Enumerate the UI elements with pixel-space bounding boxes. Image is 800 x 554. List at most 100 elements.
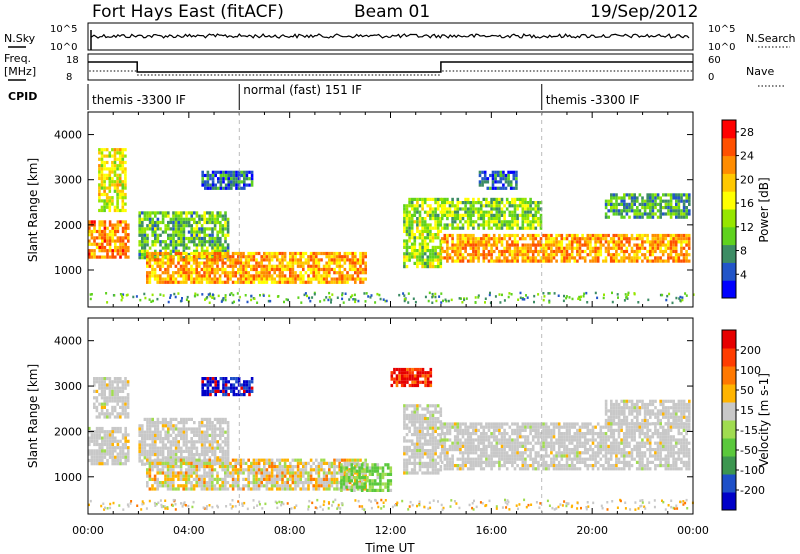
range-cell xyxy=(98,176,101,181)
range-cell xyxy=(472,201,475,205)
range-cell xyxy=(200,277,204,281)
range-cell xyxy=(242,251,245,256)
range-cell xyxy=(222,389,225,393)
range-cell xyxy=(138,443,141,447)
range-cell xyxy=(193,249,196,253)
range-cell xyxy=(203,465,206,469)
range-cell xyxy=(208,258,211,262)
range-cell xyxy=(98,229,101,234)
range-cell xyxy=(268,481,271,485)
range-cell xyxy=(426,245,430,249)
range-cell xyxy=(121,412,125,416)
range-cell xyxy=(257,458,261,462)
range-cell xyxy=(604,215,608,219)
range-cell xyxy=(669,237,673,241)
colorbar-tick-label: 24 xyxy=(740,150,754,163)
range-cell xyxy=(111,199,114,203)
range-cell xyxy=(121,389,125,393)
range-cell xyxy=(403,439,406,443)
range-cell xyxy=(90,229,94,234)
range-cell xyxy=(296,277,300,281)
range-cell xyxy=(547,256,551,260)
range-cell xyxy=(495,259,499,263)
range-cell xyxy=(172,246,175,250)
range-cell xyxy=(180,417,183,421)
range-cell xyxy=(154,443,157,447)
range-cell xyxy=(570,253,574,257)
range-cell xyxy=(386,479,390,483)
range-cell xyxy=(328,487,331,491)
range-cell xyxy=(235,386,238,390)
near-range-cell xyxy=(445,299,448,303)
range-cell xyxy=(403,452,406,456)
range-cell xyxy=(328,484,331,488)
noise-right-tick-bottom: 10^0 xyxy=(708,42,735,53)
range-cell xyxy=(240,170,243,174)
range-cell xyxy=(98,199,101,203)
range-cell xyxy=(451,213,454,217)
range-cell xyxy=(234,468,237,472)
range-cell xyxy=(195,246,199,250)
range-cell xyxy=(208,427,212,431)
range-cell xyxy=(347,469,351,473)
range-cell xyxy=(198,264,201,268)
range-cell xyxy=(101,439,104,443)
range-cell xyxy=(568,233,571,238)
range-cell xyxy=(537,201,540,205)
range-cell xyxy=(232,180,236,184)
range-cell xyxy=(243,173,246,178)
range-cell xyxy=(203,261,206,265)
range-cell xyxy=(248,393,251,397)
range-cell xyxy=(508,204,512,208)
range-cell xyxy=(95,396,99,400)
near-range-cell xyxy=(477,296,480,299)
range-cell xyxy=(429,226,432,230)
range-cell xyxy=(159,453,162,457)
range-cell xyxy=(169,458,172,462)
range-cell xyxy=(649,215,652,219)
range-cell xyxy=(257,280,261,284)
range-cell xyxy=(208,264,211,268)
range-cell xyxy=(508,237,512,241)
range-cell xyxy=(116,208,119,213)
range-cell xyxy=(252,264,256,268)
range-cell xyxy=(615,240,618,244)
range-cell xyxy=(472,223,475,227)
range-cell xyxy=(146,274,149,278)
range-cell xyxy=(219,186,223,190)
range-cell xyxy=(111,252,114,256)
range-cell xyxy=(667,233,670,238)
range-cell xyxy=(105,176,109,181)
range-cell xyxy=(351,264,354,268)
range-cell xyxy=(101,236,104,240)
near-range-cell xyxy=(121,294,123,298)
range-cell xyxy=(208,417,212,421)
range-cell xyxy=(315,458,318,462)
range-cell xyxy=(482,204,486,208)
range-cell xyxy=(146,277,149,281)
range-cell xyxy=(118,173,122,177)
range-cell xyxy=(466,217,470,221)
range-cell xyxy=(260,255,263,259)
range-cell xyxy=(257,461,261,465)
range-cell xyxy=(203,277,206,281)
range-cell xyxy=(358,476,361,480)
near-range-cell xyxy=(623,299,626,302)
range-cell xyxy=(116,205,119,209)
range-cell xyxy=(291,477,295,481)
near-range-cell xyxy=(519,291,522,295)
range-cell xyxy=(169,240,173,244)
range-cell xyxy=(114,223,117,227)
range-cell xyxy=(195,251,198,256)
range-cell xyxy=(646,196,649,200)
range-cell xyxy=(485,237,488,241)
range-cell xyxy=(224,255,227,259)
range-cell xyxy=(213,217,217,221)
range-cell xyxy=(283,468,287,472)
range-cell xyxy=(408,255,411,259)
range-cell xyxy=(252,471,256,475)
range-cell xyxy=(635,237,639,241)
range-cell xyxy=(364,277,367,281)
range-cell xyxy=(659,196,662,200)
range-cell xyxy=(151,437,154,441)
